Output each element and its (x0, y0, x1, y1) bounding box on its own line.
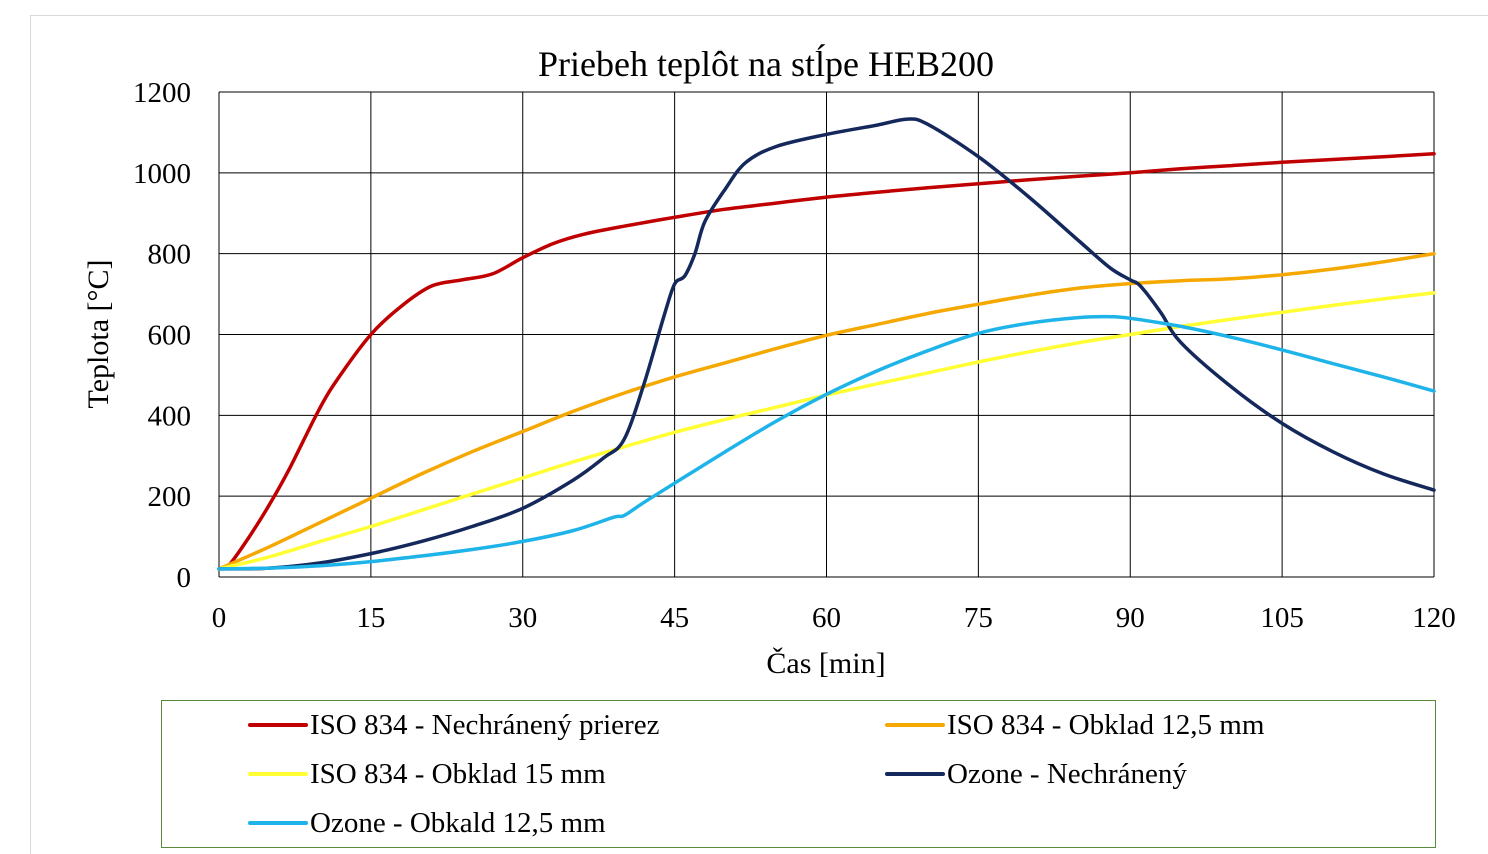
y-tick-label: 1200 (133, 77, 191, 109)
x-tick-label: 120 (1412, 602, 1456, 634)
series-line (217, 152, 1436, 571)
y-tick-label: 600 (148, 320, 192, 352)
chart-frame (30, 15, 1488, 854)
y-axis-label: Teplota [°C] (82, 259, 115, 408)
legend-swatch (248, 723, 308, 727)
series-line (217, 314, 1436, 571)
legend: ISO 834 - Nechránený prierez ISO 834 - O… (161, 700, 1436, 848)
legend-item-iso-12-5: ISO 834 - Obklad 12,5 mm (885, 708, 1265, 741)
x-tick-label: 45 (660, 602, 689, 634)
y-tick-label: 1000 (133, 158, 191, 190)
x-tick-label: 15 (356, 602, 385, 634)
legend-item-iso-unprotected: ISO 834 - Nechránený prierez (248, 708, 660, 741)
legend-item-ozone-12-5: Ozone - Obkald 12,5 mm (248, 806, 606, 839)
y-tick-label: 0 (177, 562, 192, 594)
x-axis-label: Čas [min] (766, 647, 885, 680)
series-line (217, 251, 1436, 571)
legend-swatch (885, 772, 945, 776)
legend-swatch (885, 723, 945, 727)
x-tick-label: 75 (964, 602, 993, 634)
legend-item-iso-15: ISO 834 - Obklad 15 mm (248, 757, 606, 790)
legend-label: ISO 834 - Nechránený prierez (310, 708, 660, 741)
legend-swatch (248, 772, 308, 776)
series-lines (217, 117, 1436, 571)
y-tick-label: 800 (148, 239, 192, 271)
x-tick-label: 105 (1260, 602, 1304, 634)
y-tick-label: 200 (148, 481, 192, 513)
legend-label: ISO 834 - Obklad 15 mm (310, 757, 606, 790)
x-tick-label: 90 (1116, 602, 1145, 634)
legend-item-ozone-unprotected: Ozone - Nechránený (885, 757, 1187, 790)
y-tick-label: 400 (148, 400, 192, 432)
chart-title: Priebeh teplôt na stĺpe HEB200 (538, 44, 994, 84)
x-tick-label: 60 (812, 602, 841, 634)
x-tick-label: 30 (508, 602, 537, 634)
legend-label: Ozone - Obkald 12,5 mm (310, 806, 606, 839)
legend-label: ISO 834 - Obklad 12,5 mm (947, 708, 1265, 741)
legend-swatch (248, 821, 308, 825)
chart-svg: Priebeh teplôt na stĺpe HEB200 Teplota [… (82, 44, 1456, 680)
series-line (217, 117, 1436, 571)
x-tick-label: 0 (212, 602, 227, 634)
axis-ticks: 0 200 400 600 800 1000 1200 0 15 30 45 60 75 90 105 120 (133, 77, 1456, 634)
legend-label: Ozone - Nechránený (947, 757, 1187, 790)
